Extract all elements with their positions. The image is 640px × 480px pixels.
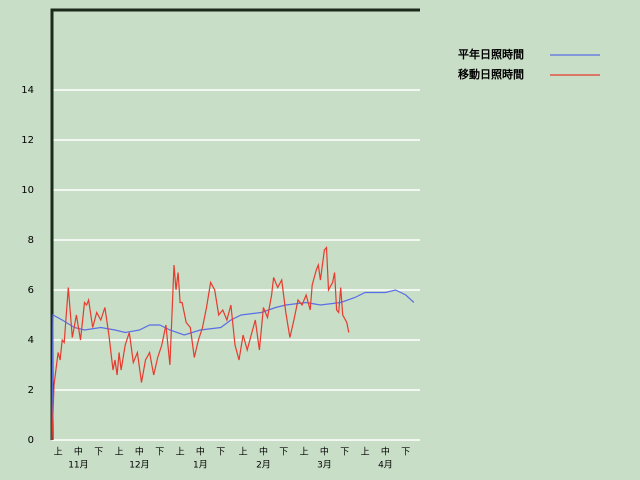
y-tick-label: 6 [28,285,34,296]
x-tick-label: 上 [239,447,248,458]
x-tick-label: 中 [196,446,205,458]
month-label: 11月 [68,460,88,471]
x-tick-label: 下 [94,448,103,458]
month-label: 4月 [378,460,393,471]
x-tick-label: 中 [74,446,83,458]
x-tick-label: 中 [259,446,268,458]
x-tick-label: 下 [279,448,288,458]
month-label: 12月 [129,460,149,471]
x-tick-label: 下 [216,448,225,458]
series-line [51,245,350,441]
x-tick-label: 中 [381,446,390,458]
x-tick-label: 中 [320,446,329,458]
y-tick-label: 0 [28,435,34,446]
x-tick-label: 上 [54,447,63,458]
x-tick-label: 下 [401,448,410,458]
x-tick-label: 下 [340,448,349,458]
y-tick-label: 10 [21,185,34,196]
y-tick-label: 14 [21,85,34,96]
x-tick-label: 上 [176,447,185,458]
legend-label: 平年日照時間 [458,47,524,61]
y-tick-label: 8 [28,235,34,246]
legend-label: 移動日照時間 [458,67,524,81]
month-label: 1月 [193,460,208,471]
month-label: 2月 [256,460,271,471]
series-line [51,289,415,441]
y-tick-label: 12 [21,135,34,146]
x-tick-label: 下 [155,448,164,458]
y-tick-label: 2 [28,385,34,396]
y-tick-label: 4 [28,335,34,346]
x-tick-label: 上 [361,447,370,458]
month-label: 3月 [317,460,332,471]
x-tick-label: 中 [135,446,144,458]
x-tick-label: 上 [115,447,124,458]
x-tick-label: 上 [300,447,309,458]
